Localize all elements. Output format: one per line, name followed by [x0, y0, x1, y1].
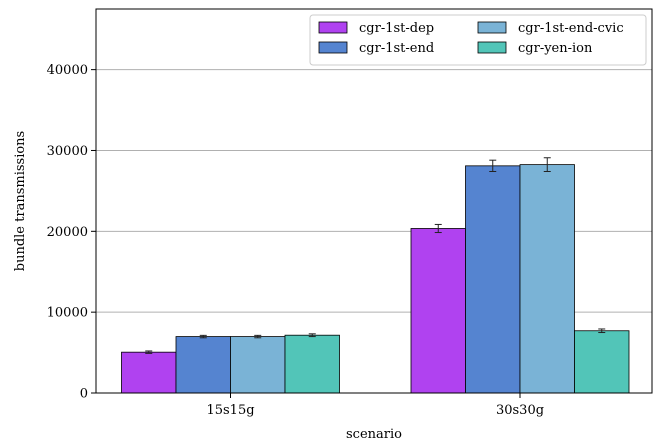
bar-cgr-1st-end-15s15g [175, 336, 231, 394]
y-axis-ticks: 0 10000 20000 30000 40000 [47, 63, 96, 402]
legend-label: cgr-1st-end-cvic [518, 21, 624, 36]
y-tick-label: 0 [80, 387, 88, 402]
x-tick-label: 30s30g [496, 403, 544, 418]
bar-cgr-yen-ion-30s30g [574, 330, 630, 394]
error-bars [145, 157, 606, 354]
y-tick-label: 30000 [47, 144, 88, 159]
y-tick-label: 20000 [47, 225, 88, 240]
bar-cgr-1st-end-30s30g [465, 165, 521, 394]
y-axis-label: bundle transmissions [13, 131, 28, 271]
bar-cgr-yen-ion-15s15g [284, 334, 340, 394]
legend-swatch [477, 41, 507, 54]
legend-label: cgr-yen-ion [518, 41, 593, 56]
bar-cgr-1st-end-cvic-30s30g [519, 164, 575, 394]
x-tick-label: 15s15g [206, 403, 254, 418]
bar-cgr-1st-dep-15s15g [121, 351, 177, 394]
x-axis-ticks: 15s15g 30s30g [206, 393, 544, 418]
plot-frame [95, 8, 653, 394]
bar-cgr-1st-dep-30s30g [410, 228, 466, 394]
legend-swatch [477, 21, 507, 34]
legend-label: cgr-1st-end [359, 41, 434, 56]
y-tick-label: 10000 [47, 306, 88, 321]
x-axis-label: scenario [346, 427, 402, 442]
y-tick-label: 40000 [47, 63, 88, 78]
bar-cgr-1st-end-cvic-15s15g [230, 336, 286, 394]
legend-swatch [318, 41, 348, 54]
legend: cgr-1st-dep cgr-1st-end cgr-1st-end-cvic cg… [309, 14, 647, 66]
bars [121, 164, 630, 394]
legend-label: cgr-1st-dep [359, 21, 434, 36]
legend-frame [309, 14, 647, 66]
legend-swatch [318, 21, 348, 34]
